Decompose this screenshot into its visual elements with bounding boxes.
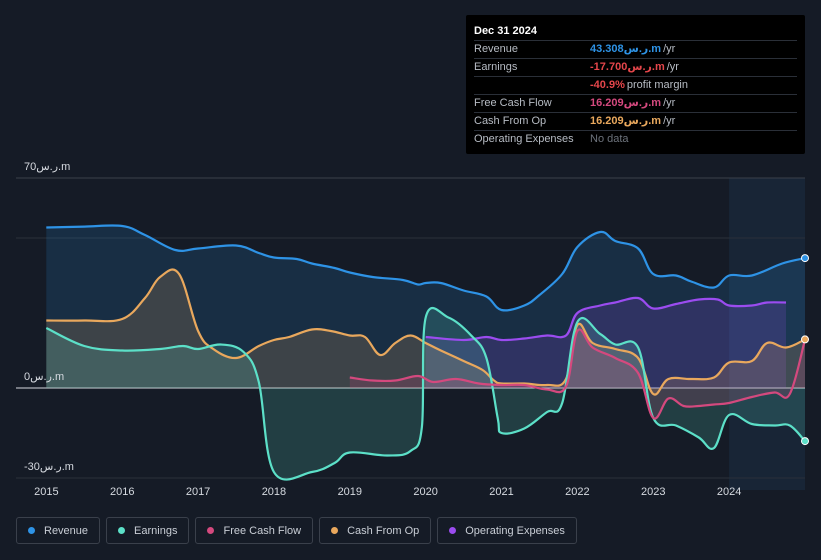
cash-from-op-end-marker [801, 335, 809, 344]
tooltip-row-unit: /yr [663, 115, 676, 127]
legend-dot-icon [207, 527, 215, 534]
tooltip-row: -40.9% profit margin [474, 77, 797, 95]
x-tick-label: 2022 [565, 486, 589, 498]
y-tick-label: 0ر.س.m [24, 371, 64, 383]
tooltip-row-label: Earnings [474, 61, 518, 73]
tooltip-row-label: Free Cash Flow [474, 97, 552, 109]
operating-expenses-area [425, 297, 786, 388]
legend-item-operating-expenses[interactable]: Operating Expenses [437, 517, 577, 544]
revenue-end-marker [801, 254, 809, 263]
legend-dot-icon [331, 527, 339, 534]
x-tick-label: 2016 [110, 486, 134, 498]
earnings-line [45, 306, 806, 481]
legend-label: Cash From Op [347, 524, 420, 537]
tooltip-row: Earnings -17.700ر.س.m/yr [474, 59, 797, 77]
x-tick-label: 2023 [641, 486, 665, 498]
earnings-area [46, 307, 806, 480]
tooltip-row: Revenue 43.308ر.س.m/yr [474, 41, 797, 59]
tooltip-row: Free Cash Flow 16.209ر.س.m/yr [474, 95, 797, 113]
tooltip-row-label: Revenue [474, 43, 519, 55]
x-tick-label: 2018 [262, 486, 286, 498]
tooltip-row-value: -17.700ر.س.m [590, 61, 665, 73]
x-tick-label: 2017 [186, 486, 210, 498]
tooltip-row-value: 16.209ر.س.m [590, 97, 662, 109]
legend-label: Revenue [44, 524, 89, 537]
x-tick-label: 2015 [34, 486, 58, 498]
legend-item-earnings[interactable]: Earnings [106, 517, 190, 544]
free-cash-flow-area [349, 329, 805, 419]
legend-item-free-cash-flow[interactable]: Free Cash Flow [195, 517, 314, 544]
x-tick-label: 2020 [413, 486, 437, 498]
tooltip-row-unit: /yr [663, 43, 676, 55]
forecast-band [729, 178, 805, 490]
legend-dot-icon [449, 527, 457, 534]
revenue-line [46, 224, 806, 312]
cash-from-op-area [46, 269, 806, 395]
legend: Revenue Earnings Free Cash Flow Cash From O… [16, 517, 577, 544]
y-tick-label: -30ر.س.m [24, 461, 74, 473]
tooltip-row-value: No data [590, 133, 629, 145]
tooltip-row-unit: /yr [666, 61, 679, 73]
legend-label: Operating Expenses [465, 524, 565, 537]
legend-dot-icon [28, 527, 35, 534]
free-cash-flow-line [349, 328, 807, 420]
series-lines [45, 224, 807, 481]
tooltip-row-value: 43.308ر.س.m [590, 43, 662, 55]
tooltip-rows: Revenue 43.308ر.س.m/yr Earnings -17.700ر.س.… [474, 41, 797, 148]
tooltip-row: Cash From Op 16.209ر.س.m/yr [474, 113, 797, 131]
tooltip-row-label [474, 77, 590, 94]
x-tick-label: 2019 [338, 486, 362, 498]
x-tick-label: 2024 [717, 486, 741, 498]
tooltip-row: Operating Expenses No data [474, 131, 797, 148]
tooltip-row-unit: /yr [663, 97, 676, 109]
operating-expenses-line [425, 296, 787, 342]
series-areas [46, 225, 806, 480]
legend-label: Earnings [134, 524, 178, 537]
y-axis-labels: 70ر.س.m 0ر.س.m -30ر.س.m [24, 161, 74, 473]
tooltip-row-label: Cash From Op [474, 115, 547, 127]
legend-dot-icon [118, 527, 126, 534]
legend-item-cash-from-op[interactable]: Cash From Op [319, 517, 432, 544]
chart: 70ر.س.m0ر.س.m-30ر.س.m 2015 2016 2017 2018 20… [16, 161, 809, 498]
tooltip: Dec 31 2024 Revenue 43.308ر.س.m/yr Earning… [466, 15, 805, 154]
tooltip-row-label: Operating Expenses [474, 133, 574, 145]
x-axis-labels: 2015 2016 2017 2018 2019 2020 2021 2022 2023 2024 [34, 486, 741, 498]
legend-item-revenue[interactable]: Revenue [16, 517, 101, 544]
y-tick-label: 70ر.س.m [24, 161, 70, 173]
x-tick-label: 2021 [489, 486, 513, 498]
tooltip-row-value: 16.209ر.س.m [590, 115, 662, 127]
series-end-markers [801, 254, 809, 446]
tooltip-row-unit: profit margin [626, 79, 688, 91]
legend-label: Free Cash Flow [223, 524, 302, 537]
earnings-end-marker [801, 437, 809, 446]
tooltip-row-value: -40.9% [590, 79, 625, 91]
tooltip-date: Dec 31 2024 [474, 23, 797, 41]
